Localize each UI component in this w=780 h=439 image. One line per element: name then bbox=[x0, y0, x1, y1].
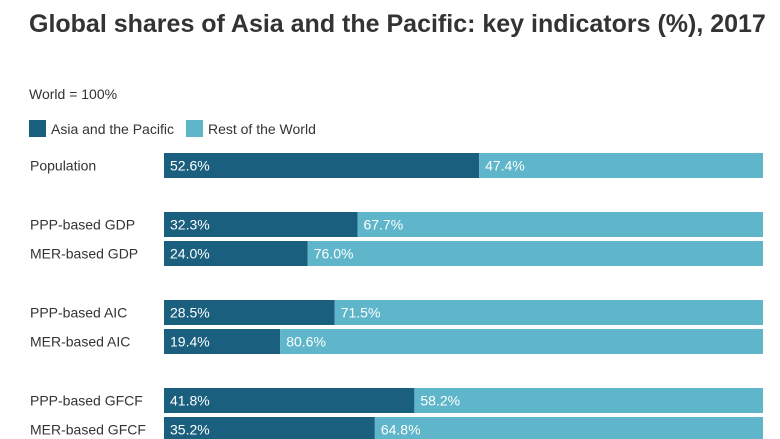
bar-rest bbox=[307, 241, 763, 266]
legend: Asia and the Pacific Rest of the World bbox=[29, 120, 328, 137]
bar-asia bbox=[164, 417, 375, 439]
bar-asia bbox=[164, 212, 358, 237]
bar-asia bbox=[164, 300, 335, 325]
legend-swatch-rest bbox=[185, 120, 203, 137]
legend-item-asia[interactable]: Asia and the Pacific bbox=[29, 120, 174, 137]
legend-label-rest: Rest of the World bbox=[207, 120, 316, 137]
data-label-rest: 80.6% bbox=[286, 334, 326, 350]
category-label: MER-based GFCF bbox=[30, 422, 146, 438]
bar-rest bbox=[479, 153, 763, 178]
bar-rest bbox=[414, 388, 763, 413]
bar-asia bbox=[164, 153, 480, 178]
category-label: Population bbox=[30, 158, 96, 174]
data-label-asia: 35.2% bbox=[170, 422, 210, 438]
bar-rest bbox=[280, 329, 763, 354]
legend-swatch-asia bbox=[29, 120, 46, 137]
category-label: PPP-based GDP bbox=[30, 217, 135, 233]
data-label-rest: 64.8% bbox=[381, 422, 421, 438]
category-label: MER-based AIC bbox=[30, 334, 130, 350]
data-label-asia: 24.0% bbox=[170, 246, 210, 262]
category-label: PPP-based AIC bbox=[30, 305, 127, 321]
chart-title: Global shares of Asia and the Pacific: k… bbox=[29, 10, 766, 38]
legend-label-asia: Asia and the Pacific bbox=[51, 120, 174, 137]
bar-rest bbox=[334, 300, 763, 325]
bar-asia bbox=[164, 329, 281, 354]
data-label-rest: 58.2% bbox=[420, 393, 460, 409]
data-label-asia: 28.5% bbox=[170, 305, 210, 321]
legend-item-rest[interactable]: Rest of the World bbox=[185, 120, 316, 137]
data-label-asia: 41.8% bbox=[170, 393, 210, 409]
data-label-rest: 76.0% bbox=[314, 246, 354, 262]
chart-subtitle: World = 100% bbox=[29, 86, 118, 102]
data-label-rest: 47.4% bbox=[485, 158, 525, 174]
data-label-asia: 32.3% bbox=[170, 217, 210, 233]
data-label-asia: 19.4% bbox=[170, 334, 210, 350]
category-label: PPP-based GFCF bbox=[30, 393, 143, 409]
data-label-asia: 52.6% bbox=[170, 158, 210, 174]
data-label-rest: 71.5% bbox=[341, 305, 381, 321]
bar-rest bbox=[374, 417, 763, 439]
bar-asia bbox=[164, 388, 415, 413]
category-label: MER-based GDP bbox=[30, 246, 138, 262]
bar-asia bbox=[164, 241, 308, 266]
bar-rest bbox=[357, 212, 763, 237]
data-label-rest: 67.7% bbox=[363, 217, 403, 233]
